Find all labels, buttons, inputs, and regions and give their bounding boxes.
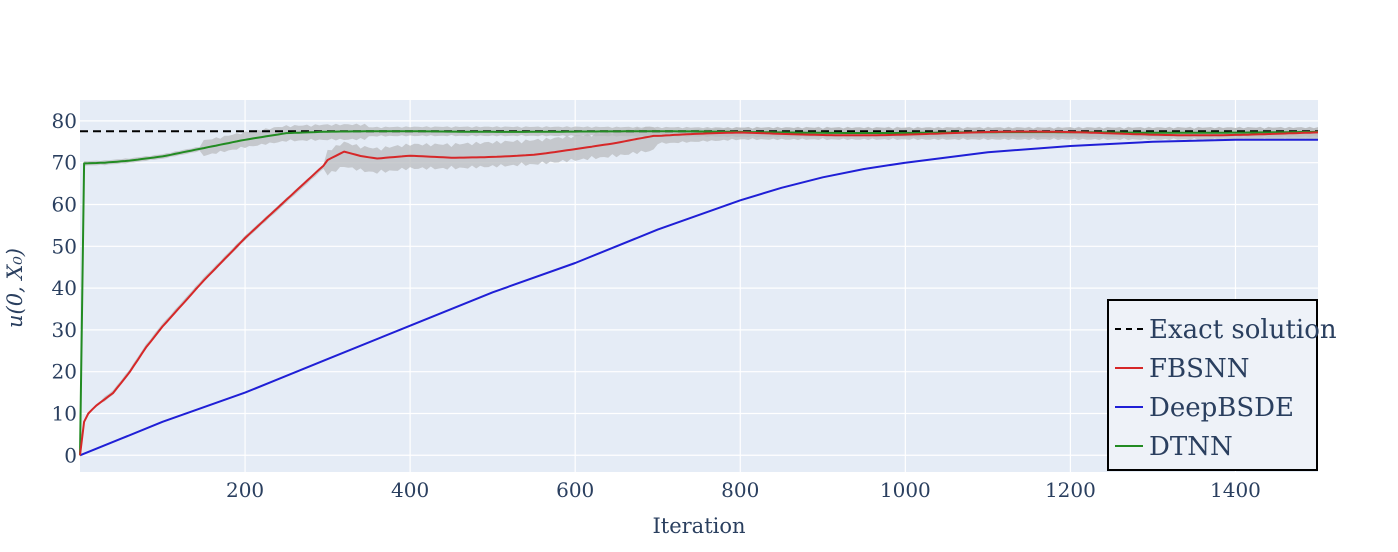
y-tick-label: 10	[52, 401, 77, 425]
legend-label: Exact solution	[1149, 315, 1337, 345]
x-axis-title: Iteration	[652, 514, 745, 538]
legend-label: FBSNN	[1149, 354, 1249, 384]
y-tick-label: 20	[52, 360, 77, 384]
x-tick-label: 200	[226, 478, 264, 502]
legend: Exact solution FBSNN DeepBSDE DTNN	[1107, 299, 1337, 471]
x-tick-label: 600	[556, 478, 594, 502]
series-line-fbsnn	[79, 130, 1319, 456]
y-tick-label: 70	[52, 151, 77, 175]
y-tick-label: 60	[52, 192, 77, 216]
x-tick-label: 1400	[1210, 478, 1261, 502]
y-tick-label: 40	[52, 276, 77, 300]
x-tick-label: 1200	[1045, 478, 1096, 502]
y-tick-label: 0	[64, 443, 77, 467]
series-lines	[79, 130, 1319, 457]
legend-label: DeepBSDE	[1149, 393, 1294, 423]
x-tick-label: 1000	[880, 478, 931, 502]
legend-label: DTNN	[1149, 432, 1233, 462]
x-tick-label: 800	[721, 478, 759, 502]
y-tick-label: 30	[52, 318, 77, 342]
series-line-deepbsde	[79, 138, 1318, 457]
x-tick-label: 400	[391, 478, 429, 502]
y-axis-ticks: 0 10 20 30 40 50 60 70 80	[52, 109, 77, 467]
y-axis-title: u(0, X₀)	[3, 248, 27, 328]
y-tick-label: 80	[52, 109, 77, 133]
x-axis-ticks: 200 400 600 800 1000 1200 1400	[226, 478, 1261, 502]
y-tick-label: 50	[52, 234, 77, 258]
